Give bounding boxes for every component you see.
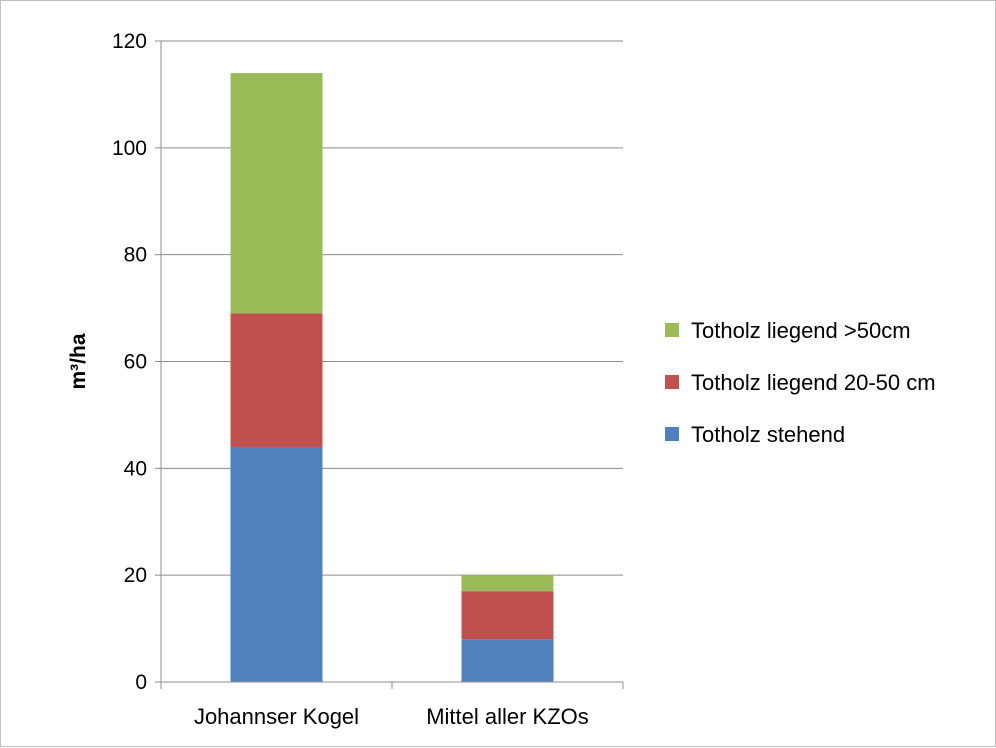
x-category-labels: Johannser Kogel Mittel aller KZOs bbox=[194, 704, 589, 729]
y-tick-labels: 0 20 40 60 80 100 120 bbox=[112, 30, 147, 694]
axes bbox=[155, 40, 624, 689]
legend-label-1: Totholz liegend >50cm bbox=[691, 318, 911, 343]
legend-label-2: Totholz liegend 20-50 cm bbox=[691, 370, 936, 395]
y-axis-label: m³/ha bbox=[67, 333, 90, 389]
gridlines bbox=[161, 40, 623, 576]
bar-1-totholz-liegend-50cm bbox=[230, 73, 323, 314]
legend-swatch-1 bbox=[665, 323, 679, 337]
x-category-label-1: Johannser Kogel bbox=[194, 704, 359, 729]
legend: Totholz liegend >50cm Totholz liegend 20-… bbox=[665, 318, 936, 447]
y-tick-label-20: 20 bbox=[124, 564, 147, 587]
bar-1-totholz-stehend bbox=[230, 446, 323, 682]
x-category-label-2: Mittel aller KZOs bbox=[426, 704, 589, 729]
y-tick-label-60: 60 bbox=[124, 351, 147, 374]
bar-2-totholz-liegend-20-50-cm bbox=[461, 591, 554, 640]
bars bbox=[230, 73, 554, 682]
y-tick-label-0: 0 bbox=[135, 671, 147, 694]
y-tick-label-40: 40 bbox=[124, 457, 147, 480]
bar-2-totholz-liegend-50cm bbox=[461, 575, 554, 592]
y-tick-label-120: 120 bbox=[112, 30, 147, 53]
y-tick-label-80: 80 bbox=[124, 244, 147, 267]
y-tick-label-100: 100 bbox=[112, 137, 147, 160]
bar-2-totholz-stehend bbox=[461, 639, 554, 682]
bar-1-totholz-liegend-20-50-cm bbox=[230, 313, 323, 447]
legend-swatch-2 bbox=[665, 375, 679, 389]
legend-swatch-3 bbox=[665, 427, 679, 441]
legend-label-3: Totholz stehend bbox=[691, 422, 845, 447]
